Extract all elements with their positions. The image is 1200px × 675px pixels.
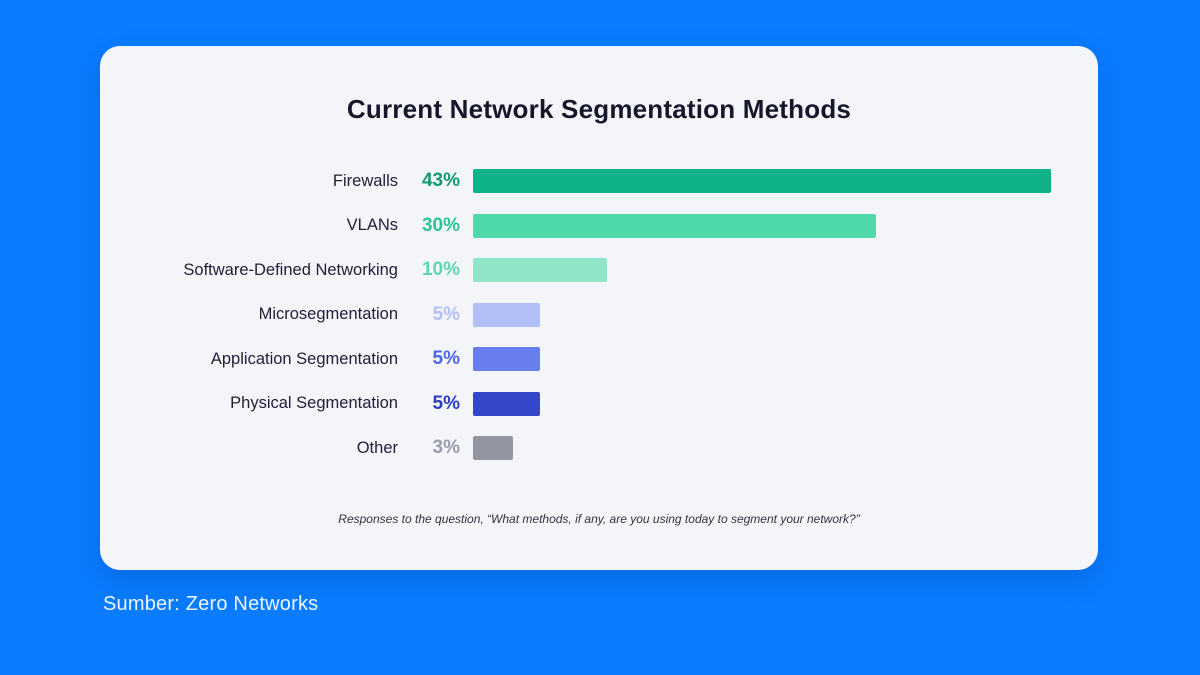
bar	[473, 213, 876, 238]
source-note: Sumber: Zero Networks	[103, 593, 319, 615]
bar	[473, 258, 607, 283]
category-label: Physical Segmentation	[230, 394, 398, 413]
chart-row: VLANs 30%	[100, 204, 1098, 249]
category-label: Software-Defined Networking	[183, 260, 398, 279]
chart-caption: Responses to the question, “What methods…	[338, 512, 860, 526]
bar-chart: Firewalls 43% VLANs 30% Software-Defined…	[100, 159, 1098, 471]
value-label: 3%	[432, 437, 460, 459]
bar-track	[473, 169, 1098, 194]
chart-row: Physical Segmentation 5%	[100, 382, 1098, 427]
bar-track	[473, 347, 1098, 372]
chart-title: Current Network Segmentation Methods	[346, 94, 852, 124]
value-label: 5%	[432, 392, 460, 414]
chart-row: Other 3%	[100, 426, 1098, 471]
category-label: VLANs	[346, 216, 398, 235]
chart-row: Software-Defined Networking 10%	[100, 248, 1098, 293]
bar-track	[473, 258, 1098, 283]
bar	[473, 302, 540, 327]
value-label: 30%	[421, 214, 460, 236]
value-label: 10%	[421, 259, 460, 281]
value-label: 43%	[421, 170, 460, 192]
bar	[473, 347, 540, 372]
bar-track	[473, 436, 1098, 461]
chart-card: Current Network Segmentation Methods Fir…	[100, 46, 1098, 570]
category-label: Firewalls	[332, 171, 398, 190]
bar-track	[473, 213, 1098, 238]
value-label: 5%	[432, 348, 460, 370]
bar	[473, 436, 513, 461]
bar-track	[473, 302, 1098, 327]
bar	[473, 391, 540, 416]
category-label: Microsegmentation	[258, 305, 398, 324]
chart-row: Application Segmentation 5%	[100, 337, 1098, 382]
value-label: 5%	[432, 303, 460, 325]
bar	[473, 169, 1051, 194]
category-label: Application Segmentation	[210, 349, 398, 368]
chart-row: Firewalls 43%	[100, 159, 1098, 204]
category-label: Other	[356, 438, 398, 457]
bar-track	[473, 391, 1098, 416]
chart-row: Microsegmentation 5%	[100, 293, 1098, 338]
